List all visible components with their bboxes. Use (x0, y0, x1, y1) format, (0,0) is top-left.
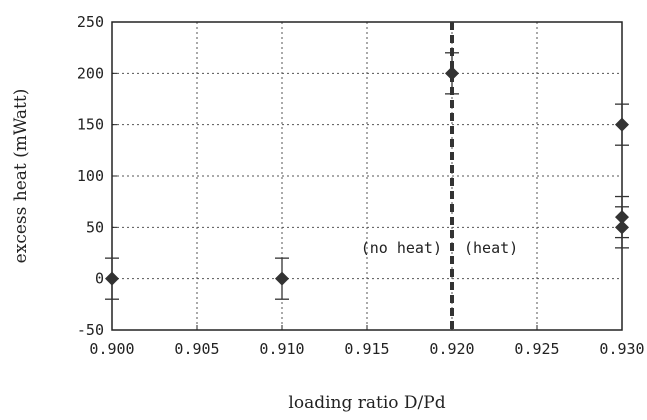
annotation-no-heat: (no heat) (361, 239, 442, 257)
annotation-heat: (heat) (464, 239, 518, 257)
y-tick-label: -50 (77, 321, 104, 339)
data-point (615, 117, 629, 132)
data-point (105, 271, 119, 286)
y-tick-label: 200 (77, 64, 104, 82)
data-point (445, 66, 459, 81)
y-axis-label: excess heat (mWatt) (11, 89, 31, 264)
y-tick-label: 100 (77, 167, 104, 185)
grid (112, 22, 622, 330)
data-points (105, 52, 629, 300)
y-tick-label: 50 (86, 218, 104, 236)
x-tick-label: 0.920 (429, 340, 474, 358)
x-tick-label: 0.930 (599, 340, 644, 358)
data-point (275, 271, 289, 286)
x-tick-label: 0.915 (344, 340, 389, 358)
y-tick-label: 150 (77, 116, 104, 134)
y-tick-label: 250 (77, 13, 104, 31)
y-tick-label: 0 (95, 270, 104, 288)
x-axis-label: loading ratio D/Pd (288, 393, 445, 413)
x-tick-label: 0.925 (514, 340, 559, 358)
x-tick-label: 0.910 (259, 340, 304, 358)
x-tick-label: 0.905 (174, 340, 219, 358)
tick-labels: 0.900 0.905 0.910 0.915 0.920 0.925 0.930 -50 0 5… (77, 13, 645, 358)
x-tick-label: 0.900 (89, 340, 134, 358)
data-point (615, 220, 629, 235)
